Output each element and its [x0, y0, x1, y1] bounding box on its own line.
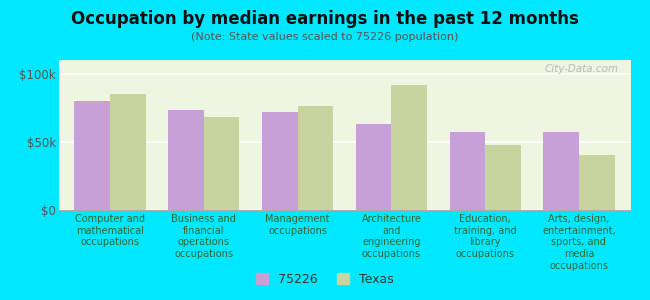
Bar: [543, 132, 579, 210]
Bar: [110, 94, 146, 210]
Bar: [204, 117, 239, 210]
Bar: [485, 145, 521, 210]
Bar: [356, 124, 391, 210]
Bar: [75, 101, 110, 210]
Text: City-Data.com: City-Data.com: [545, 64, 619, 74]
Bar: [579, 155, 614, 210]
Bar: [168, 110, 204, 210]
Bar: [262, 112, 298, 210]
Text: Occupation by median earnings in the past 12 months: Occupation by median earnings in the pas…: [71, 11, 579, 28]
Legend: 75226, Texas: 75226, Texas: [251, 268, 399, 291]
Bar: [298, 106, 333, 210]
Bar: [450, 132, 485, 210]
Text: (Note: State values scaled to 75226 population): (Note: State values scaled to 75226 popu…: [191, 32, 459, 41]
Bar: [391, 85, 427, 210]
